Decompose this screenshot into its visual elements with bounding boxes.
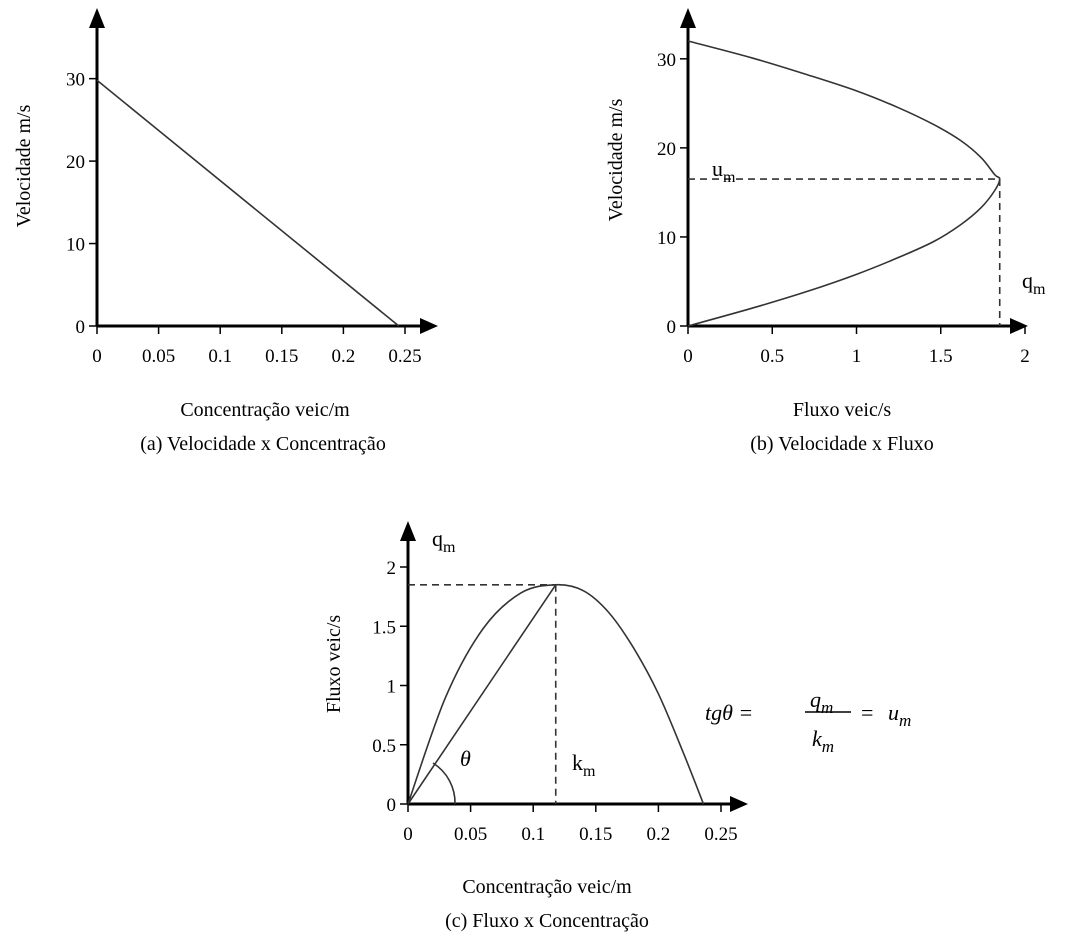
panel-a-y-tick-label: 30 xyxy=(66,70,85,91)
panel-c-x-tick-label: 0.25 xyxy=(704,824,737,845)
panel-b-y-label: Velocidade m/s xyxy=(605,98,627,221)
panel-c-qm-label: qm xyxy=(432,526,456,556)
panel-c-x-label: Concentração veic/m xyxy=(462,876,632,898)
panel-a-x-arrow xyxy=(420,318,438,334)
panel-b-y-tick-label: 10 xyxy=(657,228,676,249)
formula-rhs: um xyxy=(888,700,911,730)
panel-c: 0 0.5 1 1.5 2 0 0.05 0.1 0.15 0.2 0.25 θ km qm Fl… xyxy=(323,521,911,932)
panel-c-caption: (c) Fluxo x Concentração xyxy=(445,910,649,932)
panel-b: 0 10 20 30 0 0.5 1 1.5 2 um qm Velocidade m/s F… xyxy=(605,8,1046,455)
panel-b-y-tick-label: 30 xyxy=(657,50,676,71)
panel-c-y-tick-label: 2 xyxy=(387,558,397,579)
panel-a-y-label: Velocidade m/s xyxy=(13,104,35,227)
panel-c-x-arrow xyxy=(730,796,748,812)
panel-c-y-arrow xyxy=(400,521,416,541)
panel-a-x-tick-label: 0 xyxy=(92,346,102,367)
panel-a-x-tick-label: 0.05 xyxy=(142,346,175,367)
panel-c-km-label: km xyxy=(572,750,596,780)
panel-b-y-arrow xyxy=(680,8,696,28)
panel-a-y-tick-label: 20 xyxy=(66,152,85,173)
panel-a-y-tick-label: 10 xyxy=(66,235,85,256)
panel-c-y-label: Fluxo veic/s xyxy=(323,615,345,714)
panel-b-y-tick-label: 20 xyxy=(657,139,676,160)
panel-a-y-arrow xyxy=(89,8,105,28)
panel-c-y-tick-label: 0 xyxy=(387,795,397,816)
panel-b-qm-label: qm xyxy=(1022,268,1046,298)
panel-a-x-tick-label: 0.1 xyxy=(208,346,232,367)
panel-b-x-tick-label: 1.5 xyxy=(929,346,953,367)
panel-a-x-label: Concentração veic/m xyxy=(180,399,350,421)
panel-c-chord-line xyxy=(407,584,557,805)
panel-a-caption: (a) Velocidade x Concentração xyxy=(140,433,386,455)
panel-c-y-tick-label: 1 xyxy=(387,677,397,698)
formula-denominator: km xyxy=(812,726,834,756)
panel-b-x-arrow xyxy=(1010,318,1028,334)
panel-c-theta-arc xyxy=(432,762,456,805)
panel-a-series-line xyxy=(96,79,400,327)
panel-b-x-tick-label: 0.5 xyxy=(760,346,784,367)
panel-b-caption: (b) Velocidade x Fluxo xyxy=(750,433,934,455)
panel-c-x-tick-label: 0.2 xyxy=(647,824,671,845)
panel-b-x-label: Fluxo veic/s xyxy=(793,399,892,421)
panel-c-theta-label: θ xyxy=(460,746,471,771)
panel-c-x-tick-label: 0.1 xyxy=(521,824,545,845)
panel-a-x-tick-label: 0.15 xyxy=(265,346,298,367)
panel-b-um-label: um xyxy=(712,156,736,186)
panel-c-y-tick-label: 0.5 xyxy=(372,736,396,757)
panel-b-x-tick-label: 2 xyxy=(1020,346,1030,367)
formula-equals: = xyxy=(861,700,873,725)
panel-c-x-tick-label: 0.05 xyxy=(454,824,487,845)
panel-a-y-tick-label: 0 xyxy=(76,317,86,338)
panel-c-x-tick-label: 0.15 xyxy=(579,824,612,845)
panel-c-y-tick-label: 1.5 xyxy=(372,617,396,638)
panel-a-x-tick-label: 0.2 xyxy=(332,346,356,367)
panel-b-x-tick-label: 1 xyxy=(852,346,862,367)
panel-b-x-tick-label: 0 xyxy=(683,346,693,367)
formula-lhs: tgθ = xyxy=(705,700,753,725)
panel-c-flow-curve xyxy=(407,583,705,805)
panel-a: 0 10 20 30 0 0.05 0.1 0.15 0.2 0.25 Velocidade m… xyxy=(13,8,438,455)
panel-b-y-tick-label: 0 xyxy=(667,317,677,338)
formula: tgθ = qm km = um xyxy=(705,687,911,756)
panel-c-x-tick-label: 0 xyxy=(403,824,413,845)
panel-a-x-tick-label: 0.25 xyxy=(388,346,421,367)
